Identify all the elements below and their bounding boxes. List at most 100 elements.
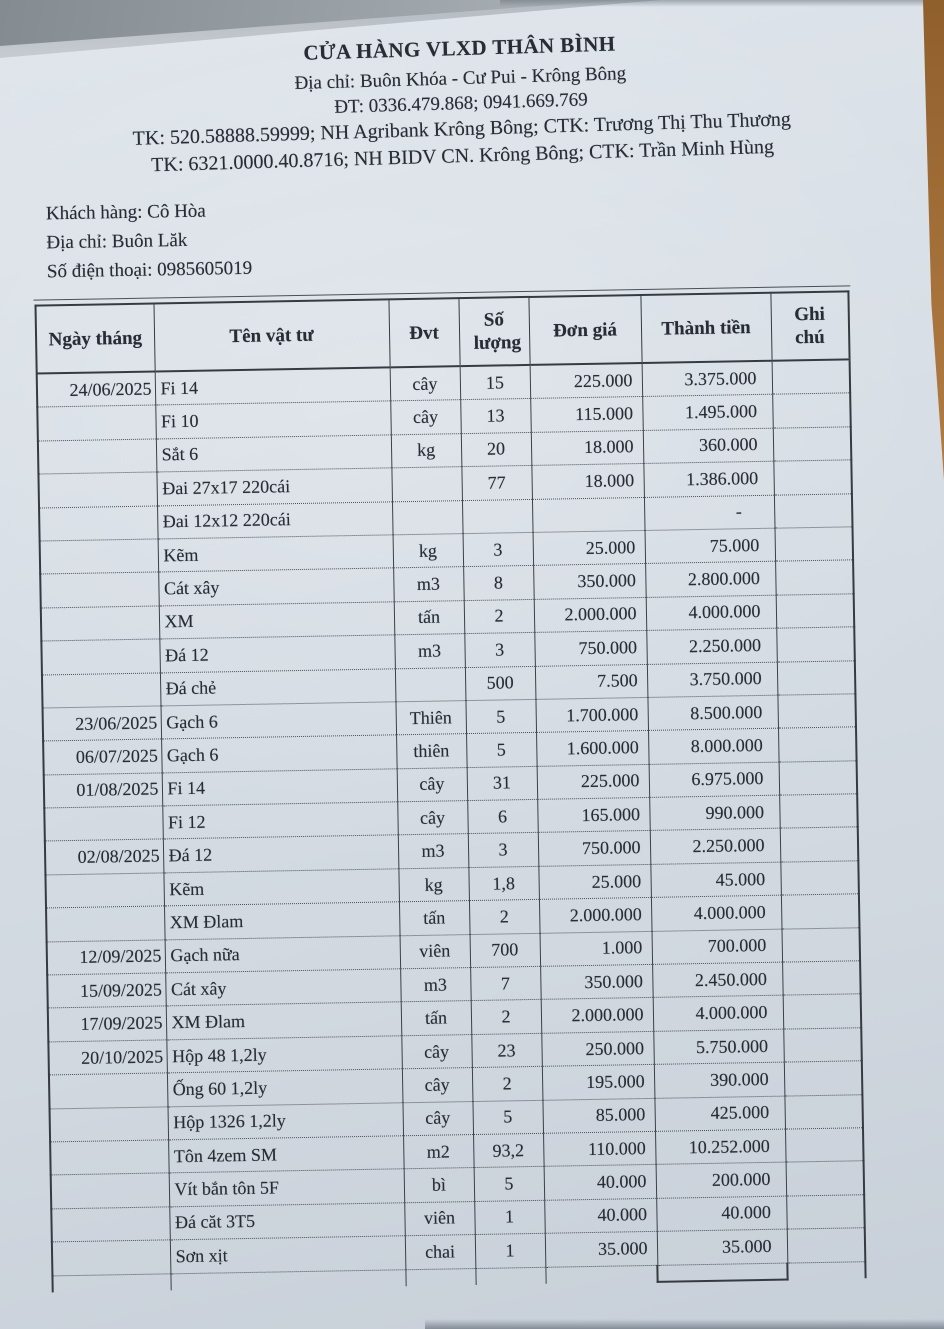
cell-unit: tấn — [398, 900, 470, 936]
cell-date — [46, 906, 165, 942]
cell-amount: 4.000.000 — [650, 895, 782, 932]
cell-note — [779, 793, 858, 829]
cell-date — [50, 1173, 170, 1209]
cell-unit: cây — [389, 367, 461, 402]
cell-note — [773, 493, 853, 529]
cell-note — [771, 360, 851, 395]
cell-amount: 10.252.000 — [655, 1129, 786, 1165]
cell-note — [777, 693, 856, 729]
cell-date — [40, 572, 159, 608]
cell-material-name: Vít bắn tôn 5F — [168, 1169, 405, 1207]
cell-note — [778, 760, 858, 796]
cell-amount: 40.000 — [656, 1195, 787, 1232]
cell-date — [40, 605, 160, 642]
cell-unit: m3 — [397, 834, 469, 869]
cell-material-name: Fi 14 — [161, 768, 398, 806]
cell-amount: 2.450.000 — [652, 962, 783, 998]
cell-quantity: 93,2 — [473, 1133, 544, 1168]
cell-quantity: 77 — [461, 465, 532, 501]
cell-material-name: Cát xây — [158, 568, 394, 606]
customer-info: Khách hàng: Cô Hòa Địa chỉ: Buôn Lăk Số … — [46, 196, 253, 287]
cell-unit — [391, 466, 462, 502]
col-header-date: Ngày tháng — [35, 303, 155, 374]
cell-date: 17/09/2025 — [47, 1006, 167, 1042]
cell-unit: cây — [401, 1034, 472, 1069]
customer-name: Khách hàng: Cô Hòa — [45, 200, 206, 225]
stub-cell — [405, 1268, 476, 1286]
cell-material-name: Đá căt 3T5 — [169, 1202, 405, 1241]
cell-material-name: Gạch nữa — [164, 935, 401, 973]
cell-date: 01/08/2025 — [43, 772, 163, 809]
cell-unit-price: 7.500 — [534, 663, 648, 700]
cell-unit: m3 — [393, 566, 464, 602]
col-header-unit-price: Đơn giá — [528, 294, 642, 365]
cell-amount: 990.000 — [649, 795, 780, 831]
cell-unit-price: 25.000 — [532, 530, 646, 566]
cell-unit-price: 40.000 — [544, 1198, 657, 1234]
cell-date — [41, 639, 160, 675]
cell-date — [45, 872, 165, 909]
cell-quantity: 8 — [463, 565, 534, 601]
cell-unit-price: 1.000 — [539, 931, 653, 967]
col-header-unit: Đvt — [388, 298, 460, 368]
cell-unit-price: 195.000 — [541, 1064, 655, 1100]
cell-amount: 3.375.000 — [641, 361, 773, 397]
cell-date — [39, 505, 158, 541]
cell-unit: kg — [390, 433, 462, 469]
cell-unit: tấn — [400, 1000, 472, 1036]
cell-date — [49, 1106, 169, 1142]
cell-material-name: Gạch 6 — [160, 701, 397, 740]
cell-unit: tấn — [393, 600, 465, 635]
cell-material-name: Fi 14 — [154, 368, 391, 406]
cell-amount: 45.000 — [650, 861, 781, 898]
cell-material-name: Kẽm — [163, 868, 399, 907]
cell-unit-price: 40.000 — [543, 1164, 657, 1201]
col-header-material-name: Tên vật tư — [153, 299, 390, 372]
cell-quantity: 5 — [473, 1166, 545, 1202]
cell-material-name: XM Đlam — [165, 1002, 402, 1040]
cell-quantity: 1 — [474, 1233, 546, 1269]
cell-quantity: 23 — [471, 1033, 542, 1068]
cell-quantity: 20 — [460, 432, 532, 467]
cell-note — [778, 727, 857, 762]
cell-unit-price: 85.000 — [542, 1097, 656, 1134]
cell-quantity: 2 — [470, 999, 542, 1035]
cell-unit-price: 225.000 — [536, 764, 650, 800]
cell-unit-price: 750.000 — [537, 830, 651, 867]
cell-material-name: Fi 10 — [155, 401, 391, 439]
cell-unit: cây — [396, 767, 468, 802]
cell-material-name: Đá 12 — [159, 634, 395, 673]
cell-date — [50, 1139, 169, 1176]
cell-unit-price: 1.700.000 — [535, 697, 649, 733]
cell-quantity: 5 — [465, 699, 537, 734]
cell-date — [37, 405, 156, 441]
cell-note — [785, 1161, 865, 1196]
cell-unit: cây — [401, 1067, 473, 1103]
cell-note — [784, 1127, 864, 1163]
cell-amount: 4.000.000 — [645, 594, 777, 631]
cell-note — [784, 1094, 863, 1130]
cell-material-name: Gạch 6 — [161, 735, 397, 773]
cell-quantity: 1 — [474, 1200, 545, 1235]
cell-material-name: Đá 12 — [162, 835, 399, 873]
cell-material-name: Ống 60 1,2ly — [166, 1068, 403, 1107]
cell-unit — [391, 500, 463, 535]
cell-amount: 425.000 — [654, 1095, 785, 1132]
cell-unit-price: 2.000.000 — [538, 897, 652, 933]
cell-quantity — [461, 498, 533, 534]
cell-material-name: Đai 12x12 220cái — [157, 501, 393, 539]
table-header-row: Ngày tháng Tên vật tư Đvt Số lượng Đơn g… — [35, 291, 850, 374]
cell-quantity: 6 — [467, 799, 538, 835]
cell-date — [48, 1073, 168, 1109]
cell-quantity: 700 — [469, 932, 541, 968]
cell-amount: 2.800.000 — [645, 561, 776, 598]
cell-unit: cây — [402, 1101, 474, 1136]
cell-date — [51, 1206, 170, 1243]
cell-amount: 5.750.000 — [653, 1028, 784, 1065]
cell-material-name: Fi 12 — [162, 801, 398, 840]
cell-amount: 700.000 — [651, 928, 783, 965]
cell-material-name: XM — [158, 601, 395, 640]
cell-unit-price: 18.000 — [530, 430, 644, 466]
cell-quantity: 31 — [466, 766, 538, 801]
cell-date — [41, 672, 161, 708]
